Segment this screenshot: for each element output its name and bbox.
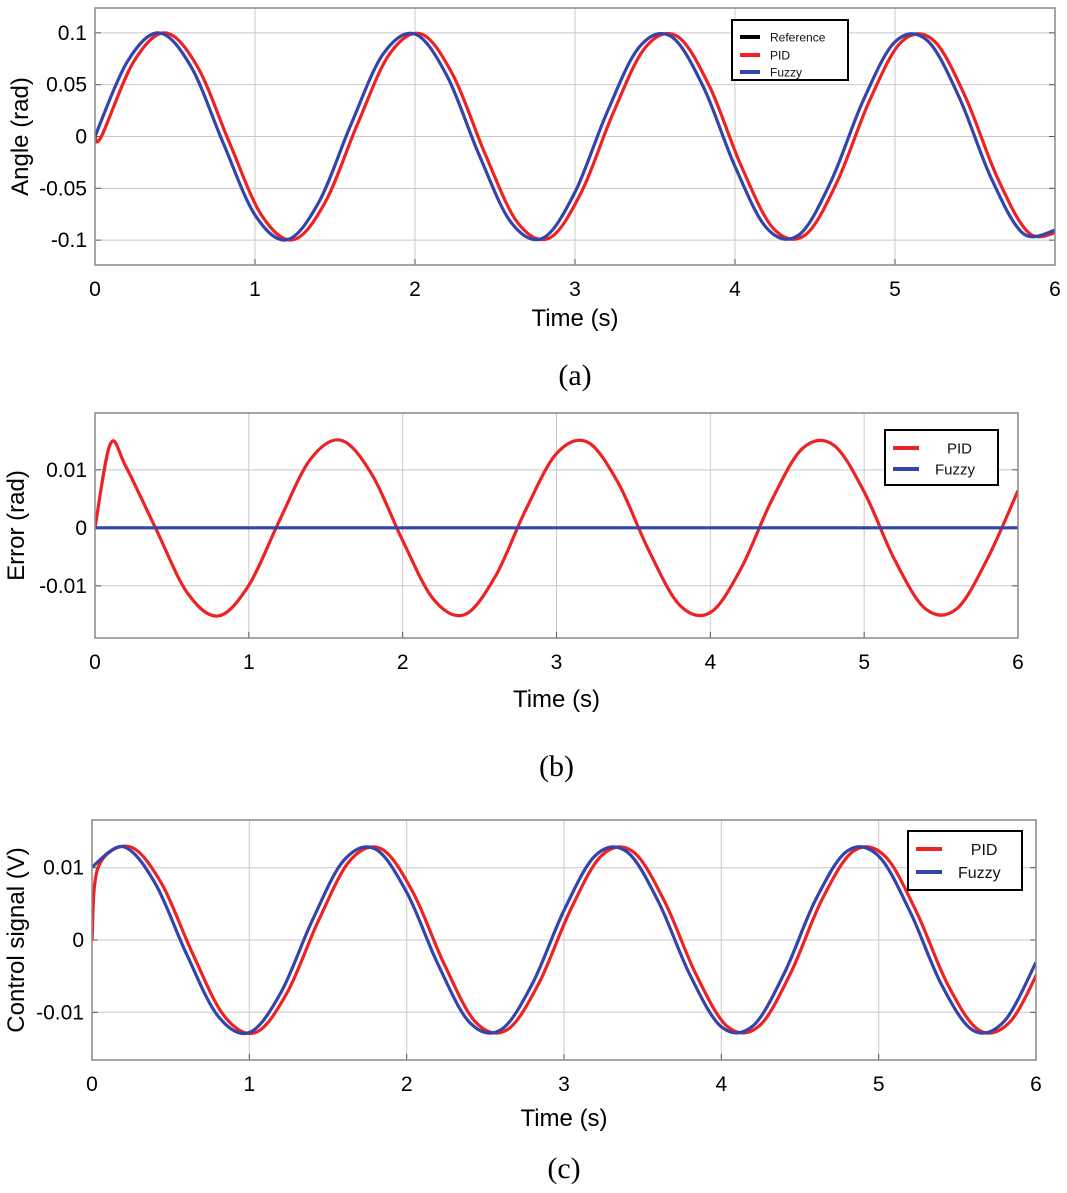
x-tick-label: 4 bbox=[704, 651, 716, 674]
x-tick-label: 6 bbox=[1049, 278, 1061, 301]
x-axis-label: Time (s) bbox=[513, 686, 600, 713]
legend-label-reference: Reference bbox=[770, 31, 826, 45]
axes-frame bbox=[94, 412, 1019, 639]
x-tick-label: 1 bbox=[243, 1073, 255, 1096]
legend-box bbox=[907, 830, 1023, 891]
axes-frame bbox=[91, 819, 1037, 1061]
panel-caption: (b) bbox=[539, 750, 574, 783]
y-tick-label: 0 bbox=[75, 126, 87, 149]
y-tick-label: -0.01 bbox=[39, 575, 87, 598]
legend-label-pid: PID bbox=[947, 441, 972, 458]
series-line-pid bbox=[95, 31, 1055, 242]
y-axis-label: Error (rad) bbox=[3, 470, 30, 581]
legend-label-pid: PID bbox=[971, 842, 998, 859]
y-tick-label: -0.05 bbox=[39, 177, 87, 200]
x-tick-label: 1 bbox=[243, 651, 255, 674]
x-tick-label: 5 bbox=[889, 278, 901, 301]
legend-box bbox=[884, 429, 999, 486]
x-tick-label: 4 bbox=[729, 278, 741, 301]
x-tick-label: 5 bbox=[873, 1073, 885, 1096]
y-tick-label: 0.05 bbox=[46, 74, 87, 97]
x-tick-label: 0 bbox=[86, 1073, 98, 1096]
legend: Reference PID Fuzzy bbox=[731, 19, 849, 81]
y-tick-label: -0.01 bbox=[36, 1001, 84, 1024]
x-tick-label: 6 bbox=[1030, 1073, 1042, 1096]
x-axis-label: Time (s) bbox=[531, 305, 618, 332]
chart-panel-a: 0 1 2 3 4 5 6 -0.1 -0.05 0 0.05 0.1 Time (s) Angle (r… bbox=[7, 7, 1061, 392]
series-line-fuzzy bbox=[92, 845, 1036, 1036]
x-tick-label: 3 bbox=[551, 651, 563, 674]
legend: PID Fuzzy bbox=[907, 830, 1023, 891]
y-tick-label: 0.1 bbox=[58, 22, 87, 45]
x-tick-label: 2 bbox=[401, 1073, 413, 1096]
x-tick-label: 4 bbox=[715, 1073, 727, 1096]
y-axis-label: Angle (rad) bbox=[7, 77, 34, 196]
x-tick-label: 1 bbox=[249, 278, 261, 301]
y-tick-label: 0 bbox=[75, 517, 87, 540]
legend: PID Fuzzy bbox=[884, 429, 999, 486]
legend-label-pid: PID bbox=[770, 49, 790, 63]
x-axis-label: Time (s) bbox=[520, 1105, 607, 1132]
legend-label-fuzzy: Fuzzy bbox=[958, 865, 1001, 882]
y-tick-label: 0.01 bbox=[46, 459, 87, 482]
x-tick-label: 3 bbox=[569, 278, 581, 301]
x-tick-label: 0 bbox=[89, 651, 101, 674]
axes-frame bbox=[94, 7, 1056, 266]
legend-label-fuzzy: Fuzzy bbox=[935, 462, 976, 479]
series-line-pid bbox=[92, 844, 1036, 1036]
x-tick-label: 2 bbox=[397, 651, 409, 674]
x-tick-label: 2 bbox=[409, 278, 421, 301]
panel-caption: (a) bbox=[558, 359, 591, 392]
x-tick-label: 3 bbox=[558, 1073, 570, 1096]
y-tick-label: 0.01 bbox=[43, 857, 84, 880]
chart-panel-b: 0 1 2 3 4 5 6 -0.01 0 0.01 Time (s) Error (rad) (b) P… bbox=[3, 412, 1024, 783]
series-line-pid bbox=[95, 438, 1018, 618]
x-tick-label: 0 bbox=[89, 278, 101, 301]
legend-label-fuzzy: Fuzzy bbox=[770, 66, 802, 80]
panel-caption: (c) bbox=[547, 1152, 580, 1185]
y-tick-label: 0 bbox=[72, 929, 84, 952]
chart-panel-c: 0 1 2 3 4 5 6 -0.01 0 0.01 Time (s) Control signal … bbox=[3, 819, 1042, 1185]
x-tick-label: 6 bbox=[1012, 651, 1024, 674]
y-tick-label: -0.1 bbox=[51, 229, 87, 252]
x-tick-label: 5 bbox=[858, 651, 870, 674]
series-line-fuzzy bbox=[95, 31, 1055, 242]
y-axis-label: Control signal (V) bbox=[3, 847, 30, 1032]
